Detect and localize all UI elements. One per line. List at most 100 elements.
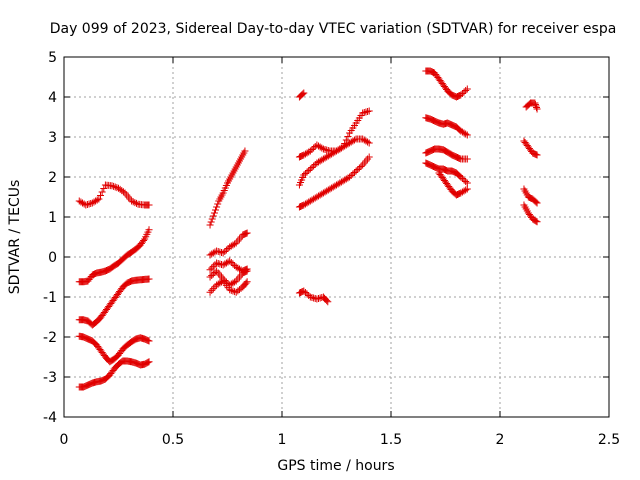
data-point bbox=[113, 184, 121, 192]
data-point bbox=[222, 246, 230, 254]
data-point bbox=[208, 215, 216, 223]
data-point bbox=[140, 237, 148, 244]
data-point bbox=[460, 176, 468, 184]
data-point bbox=[365, 153, 373, 161]
data-point bbox=[303, 290, 311, 298]
y-tick-label: -3 bbox=[43, 370, 57, 386]
plot-frame bbox=[63, 56, 610, 418]
data-point bbox=[145, 226, 153, 234]
data-point bbox=[227, 259, 235, 266]
data-point bbox=[209, 285, 217, 293]
data-point bbox=[145, 358, 153, 366]
data-point bbox=[208, 272, 216, 279]
data-point bbox=[93, 196, 101, 204]
axis-ticks: 0 0.5 1 1.5 2 2.5 -4 -3 -2 -1 0 1 2 3 4 5 bbox=[43, 50, 620, 448]
y-tick-label: 4 bbox=[48, 90, 57, 106]
data-point bbox=[463, 185, 471, 193]
data-point bbox=[531, 101, 539, 108]
data-point bbox=[131, 199, 139, 207]
data-point bbox=[324, 298, 332, 306]
data-point bbox=[308, 146, 316, 153]
data-point bbox=[128, 197, 136, 205]
data-point bbox=[212, 206, 220, 214]
data-point bbox=[462, 87, 470, 94]
data-point bbox=[344, 133, 352, 140]
data-point bbox=[460, 88, 468, 96]
data-point bbox=[365, 107, 373, 115]
x-tick-label: 1 bbox=[278, 432, 287, 448]
data-point bbox=[458, 90, 466, 97]
data-point bbox=[129, 198, 137, 206]
data-point bbox=[323, 297, 331, 305]
data-point bbox=[219, 249, 227, 257]
data-point bbox=[231, 240, 239, 248]
data-point bbox=[231, 288, 239, 296]
data-point bbox=[310, 144, 318, 152]
data-points bbox=[75, 67, 541, 391]
data-point bbox=[242, 279, 250, 287]
data-point bbox=[463, 179, 471, 187]
data-point bbox=[145, 337, 153, 345]
data-point bbox=[300, 287, 308, 295]
data-point bbox=[533, 104, 541, 111]
data-point bbox=[209, 212, 217, 220]
data-point bbox=[354, 166, 362, 173]
data-point bbox=[352, 167, 360, 175]
data-point bbox=[532, 198, 540, 206]
data-point bbox=[301, 289, 309, 296]
data-point bbox=[533, 199, 541, 207]
data-point bbox=[532, 217, 540, 225]
data-point bbox=[213, 203, 221, 211]
data-point bbox=[364, 138, 372, 146]
x-tick-label: 0 bbox=[60, 432, 69, 448]
y-axis-label: SDTVAR / TECUs bbox=[7, 180, 23, 295]
data-point bbox=[241, 147, 249, 155]
data-point bbox=[463, 155, 471, 163]
data-point bbox=[350, 169, 358, 176]
data-point bbox=[210, 209, 218, 217]
data-point bbox=[209, 270, 217, 278]
data-point bbox=[226, 286, 234, 294]
x-tick-label: 2 bbox=[496, 432, 505, 448]
data-point bbox=[299, 90, 307, 98]
data-point bbox=[97, 192, 105, 199]
y-tick-label: 0 bbox=[48, 250, 57, 266]
y-tick-label: 3 bbox=[48, 130, 57, 146]
data-point bbox=[305, 167, 313, 174]
data-point bbox=[110, 182, 118, 190]
data-point bbox=[206, 266, 214, 274]
data-point bbox=[457, 173, 465, 181]
data-point bbox=[462, 130, 470, 138]
data-point bbox=[310, 162, 318, 170]
data-point bbox=[227, 286, 235, 294]
y-tick-label: 2 bbox=[48, 170, 57, 186]
data-point bbox=[300, 89, 308, 97]
data-point bbox=[100, 185, 108, 192]
data-point bbox=[231, 278, 239, 286]
data-point bbox=[301, 170, 309, 177]
data-point bbox=[206, 221, 214, 229]
data-point bbox=[111, 183, 119, 191]
y-tick-label: 1 bbox=[48, 210, 57, 226]
y-tick-label: -4 bbox=[43, 410, 57, 426]
y-tick-label: 5 bbox=[48, 50, 57, 66]
data-point bbox=[349, 170, 357, 178]
y-tick-label: -2 bbox=[43, 330, 57, 346]
data-point bbox=[108, 182, 116, 190]
data-point bbox=[206, 288, 214, 296]
data-point bbox=[531, 99, 539, 107]
data-point bbox=[350, 136, 358, 144]
data-point bbox=[132, 199, 140, 207]
data-point bbox=[144, 358, 152, 366]
chart-title: Day 099 of 2023, Sidereal Day-to-day VTE… bbox=[50, 21, 617, 37]
x-axis-label: GPS time / hours bbox=[277, 458, 394, 474]
data-point bbox=[145, 201, 153, 209]
data-point bbox=[145, 275, 153, 283]
data-point bbox=[347, 172, 355, 179]
data-point bbox=[218, 278, 226, 286]
data-point bbox=[458, 175, 466, 182]
data-point bbox=[306, 165, 314, 173]
x-tick-label: 2.5 bbox=[598, 432, 620, 448]
data-point bbox=[533, 218, 541, 226]
